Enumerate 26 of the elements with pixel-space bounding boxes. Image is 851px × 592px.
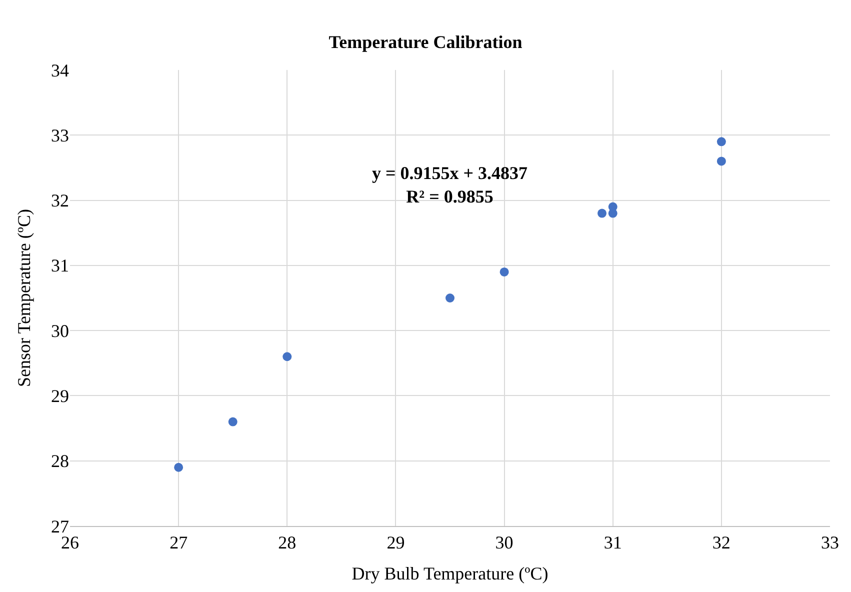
y-tick-label: 33 — [51, 125, 69, 146]
y-tick-label: 28 — [51, 451, 69, 472]
point — [716, 137, 726, 146]
chart-title: Temperature Calibration — [328, 32, 522, 52]
x-tick-label: 31 — [604, 532, 622, 553]
x-tick-label: 27 — [170, 532, 188, 553]
x-tick-label: 33 — [821, 532, 839, 553]
y-axis-title: Sensor Temperature (ºC) — [14, 209, 34, 387]
point — [716, 156, 726, 166]
point — [282, 352, 292, 362]
point — [174, 462, 184, 472]
x-tick-label: 29 — [386, 532, 405, 553]
y-tick-label: 32 — [51, 190, 69, 211]
x-tick-label: 28 — [278, 532, 296, 553]
y-tick-label: 29 — [51, 386, 69, 406]
annotation: y = 0.9155x + 3.4837 R² = 0.9855 — [372, 163, 528, 206]
x-tick-label: 32 — [712, 532, 730, 553]
x-tick-label: 30 — [495, 532, 514, 553]
y-tick-label: 31 — [51, 256, 69, 276]
y-tick-label: 34 — [51, 60, 69, 80]
point — [446, 294, 454, 302]
x-axis-title: Dry Bulb Temperature (ºC) — [352, 564, 548, 584]
y-tick-label: 30 — [51, 320, 69, 341]
point — [228, 417, 238, 426]
point — [500, 267, 509, 276]
point — [598, 208, 606, 218]
